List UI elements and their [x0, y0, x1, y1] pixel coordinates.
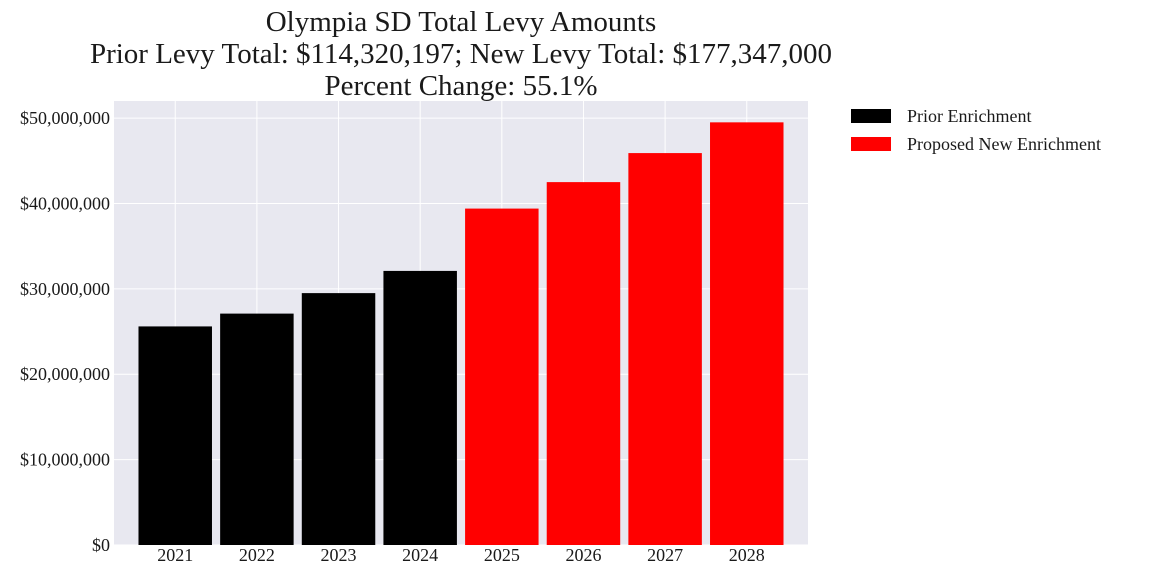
- bar-2021: [138, 326, 212, 545]
- x-tick-label: 2023: [321, 545, 357, 565]
- y-tick-label: $40,000,000: [20, 193, 110, 213]
- chart-title-line-3: Percent Change: 55.1%: [324, 70, 597, 102]
- x-tick-label: 2022: [239, 545, 275, 565]
- legend-label: Proposed New Enrichment: [907, 134, 1101, 154]
- x-tick-label: 2025: [484, 545, 520, 565]
- bar-2022: [220, 313, 294, 545]
- bars: [138, 122, 784, 546]
- y-axis-tick-labels: $0 $10,000,000 $20,000,000 $30,000,000 $40,0…: [20, 108, 110, 555]
- x-tick-label: 2026: [565, 545, 601, 565]
- bar-2028: [710, 122, 784, 545]
- legend-label: Prior Enrichment: [907, 106, 1031, 126]
- bar-2024: [383, 270, 457, 545]
- y-tick-label: $30,000,000: [20, 279, 110, 299]
- bar-2025: [465, 208, 539, 546]
- chart-title-line-2: Prior Levy Total: $114,320,197; New Levy…: [90, 38, 832, 70]
- bar-2026: [546, 182, 621, 545]
- legend-swatch: [851, 137, 891, 151]
- y-tick-label: $20,000,000: [20, 364, 110, 384]
- x-tick-label: 2021: [157, 545, 193, 565]
- x-tick-label: 2024: [402, 545, 438, 565]
- bar-2023: [301, 293, 376, 545]
- plot-area: [114, 101, 808, 545]
- y-tick-label: $10,000,000: [20, 450, 110, 470]
- x-tick-label: 2027: [647, 545, 683, 565]
- x-tick-label: 2028: [729, 545, 765, 565]
- legend: Prior Enrichment Proposed New Enrichment: [851, 106, 1101, 154]
- x-axis-tick-labels: 2021 2022 2023 2024 2025 2026 2027 2028: [157, 545, 765, 565]
- y-tick-label: $50,000,000: [20, 108, 110, 128]
- legend-swatch: [851, 109, 891, 123]
- bar-2027: [628, 153, 702, 546]
- y-tick-label: $0: [92, 535, 110, 555]
- chart-title-line-1: Olympia SD Total Levy Amounts: [266, 6, 657, 38]
